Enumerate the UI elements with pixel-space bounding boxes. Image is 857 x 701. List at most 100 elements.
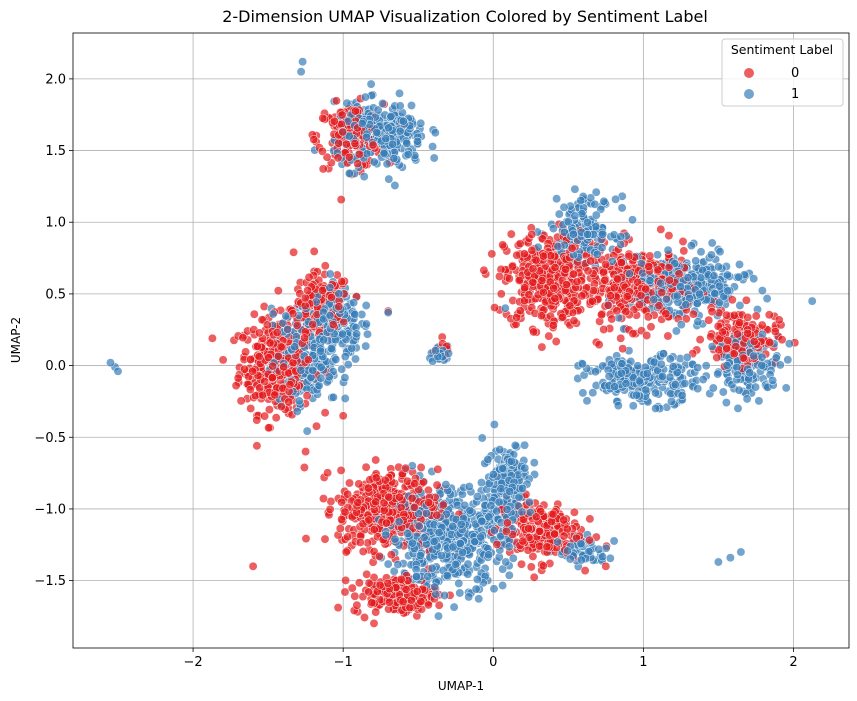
scatter-point-label-0 — [398, 597, 408, 607]
scatter-point-label-1 — [384, 123, 393, 133]
scatter-point-label-0 — [333, 603, 343, 613]
scatter-point-label-0 — [644, 261, 654, 271]
scatter-point-label-1 — [357, 119, 367, 128]
scatter-point-label-0 — [300, 333, 310, 343]
scatter-point-label-1 — [565, 554, 575, 564]
scatter-point-label-0 — [276, 402, 286, 412]
scatter-point-label-0 — [548, 509, 558, 519]
scatter-point-label-0 — [432, 480, 442, 490]
scatter-point-label-1 — [645, 276, 655, 286]
scatter-point-label-1 — [681, 300, 691, 310]
scatter-point-label-1 — [682, 352, 692, 362]
scatter-point-label-1 — [671, 326, 681, 336]
scatter-point-label-1 — [458, 548, 468, 557]
scatter-point-label-1 — [383, 308, 393, 317]
scatter-point-label-0 — [405, 603, 415, 612]
scatter-point-label-1 — [710, 289, 720, 299]
scatter-point-label-0 — [412, 586, 422, 596]
scatter-point-label-1 — [578, 388, 588, 398]
scatter-point-label-0 — [546, 251, 556, 261]
scatter-point-label-0 — [379, 505, 389, 515]
scatter-point-label-1 — [559, 202, 569, 212]
scatter-point-label-1 — [598, 552, 607, 562]
scatter-point-label-1 — [520, 463, 530, 473]
scatter-point-label-0 — [350, 591, 360, 601]
scatter-point-label-1 — [334, 289, 344, 299]
scatter-point-label-0 — [550, 263, 560, 272]
scatter-point-label-1 — [670, 380, 680, 390]
scatter-point-label-1 — [484, 512, 494, 522]
scatter-point-label-1 — [568, 229, 578, 239]
y-tick-label: −1.0 — [34, 502, 66, 517]
scatter-point-label-1 — [496, 484, 506, 494]
scatter-point-label-1 — [621, 379, 631, 389]
scatter-point-label-0 — [337, 514, 347, 524]
scatter-point-label-1 — [588, 388, 598, 398]
scatter-point-label-0 — [328, 320, 338, 330]
scatter-point-label-0 — [406, 595, 416, 605]
scatter-point-label-0 — [729, 349, 739, 359]
scatter-point-label-0 — [661, 309, 671, 319]
scatter-point-label-0 — [583, 266, 593, 276]
scatter-point-label-0 — [360, 613, 369, 622]
scatter-point-label-0 — [567, 243, 577, 253]
x-tick-label: −2 — [183, 655, 202, 670]
scatter-point-label-1 — [749, 274, 759, 284]
scatter-point-label-1 — [302, 426, 312, 436]
scatter-point-label-1 — [668, 362, 678, 372]
scatter-point-label-1 — [463, 569, 473, 579]
scatter-point-label-1 — [328, 392, 338, 402]
scatter-point-label-0 — [504, 274, 514, 284]
scatter-point-label-0 — [260, 411, 270, 421]
scatter-point-label-0 — [340, 587, 350, 597]
scatter-point-label-1 — [398, 116, 408, 126]
scatter-point-label-0 — [634, 300, 644, 310]
scatter-point-label-1 — [735, 260, 744, 269]
scatter-point-label-0 — [622, 292, 632, 301]
scatter-point-label-0 — [414, 485, 424, 495]
scatter-point-label-0 — [241, 347, 251, 357]
scatter-point-label-0 — [384, 597, 394, 607]
y-tick-label: 0.5 — [45, 287, 66, 302]
scatter-point-label-0 — [344, 152, 354, 162]
scatter-point-label-1 — [734, 385, 744, 395]
scatter-point-label-1 — [381, 530, 391, 540]
scatter-point-label-0 — [336, 465, 346, 475]
scatter-point-label-0 — [347, 583, 357, 593]
scatter-point-label-0 — [492, 539, 502, 549]
scatter-point-label-0 — [764, 310, 774, 320]
scatter-point-label-0 — [603, 300, 613, 310]
scatter-point-label-0 — [657, 288, 667, 298]
scatter-point-label-0 — [382, 518, 391, 528]
y-tick-label: 0.0 — [45, 359, 66, 374]
scatter-point-label-0 — [246, 355, 255, 364]
scatter-point-label-0 — [249, 309, 259, 319]
scatter-point-label-0 — [246, 404, 256, 413]
scatter-point-label-1 — [582, 396, 592, 406]
scatter-point-label-0 — [612, 306, 622, 316]
scatter-point-label-1 — [591, 367, 600, 377]
scatter-point-label-1 — [343, 360, 353, 370]
scatter-point-label-0 — [386, 550, 396, 560]
scatter-point-label-0 — [380, 475, 390, 485]
scatter-point-label-0 — [707, 307, 717, 317]
scatter-point-label-1 — [431, 346, 440, 356]
scatter-point-label-0 — [265, 338, 275, 348]
scatter-point-label-0 — [642, 331, 652, 340]
y-tick-label: −0.5 — [34, 431, 66, 446]
scatter-point-label-1 — [454, 578, 464, 588]
scatter-point-label-0 — [770, 327, 780, 337]
scatter-point-label-0 — [585, 535, 595, 545]
scatter-point-label-1 — [508, 553, 518, 563]
scatter-point-label-0 — [601, 260, 611, 269]
scatter-point-label-0 — [537, 342, 547, 352]
scatter-point-label-0 — [383, 578, 393, 588]
scatter-point-label-1 — [656, 278, 666, 288]
scatter-point-label-0 — [537, 276, 547, 286]
scatter-point-label-0 — [498, 240, 508, 250]
scatter-point-label-0 — [722, 343, 732, 353]
scatter-point-label-1 — [721, 398, 731, 408]
scatter-point-label-0 — [577, 291, 587, 301]
scatter-point-label-1 — [362, 132, 372, 142]
scatter-point-label-1 — [696, 247, 706, 257]
